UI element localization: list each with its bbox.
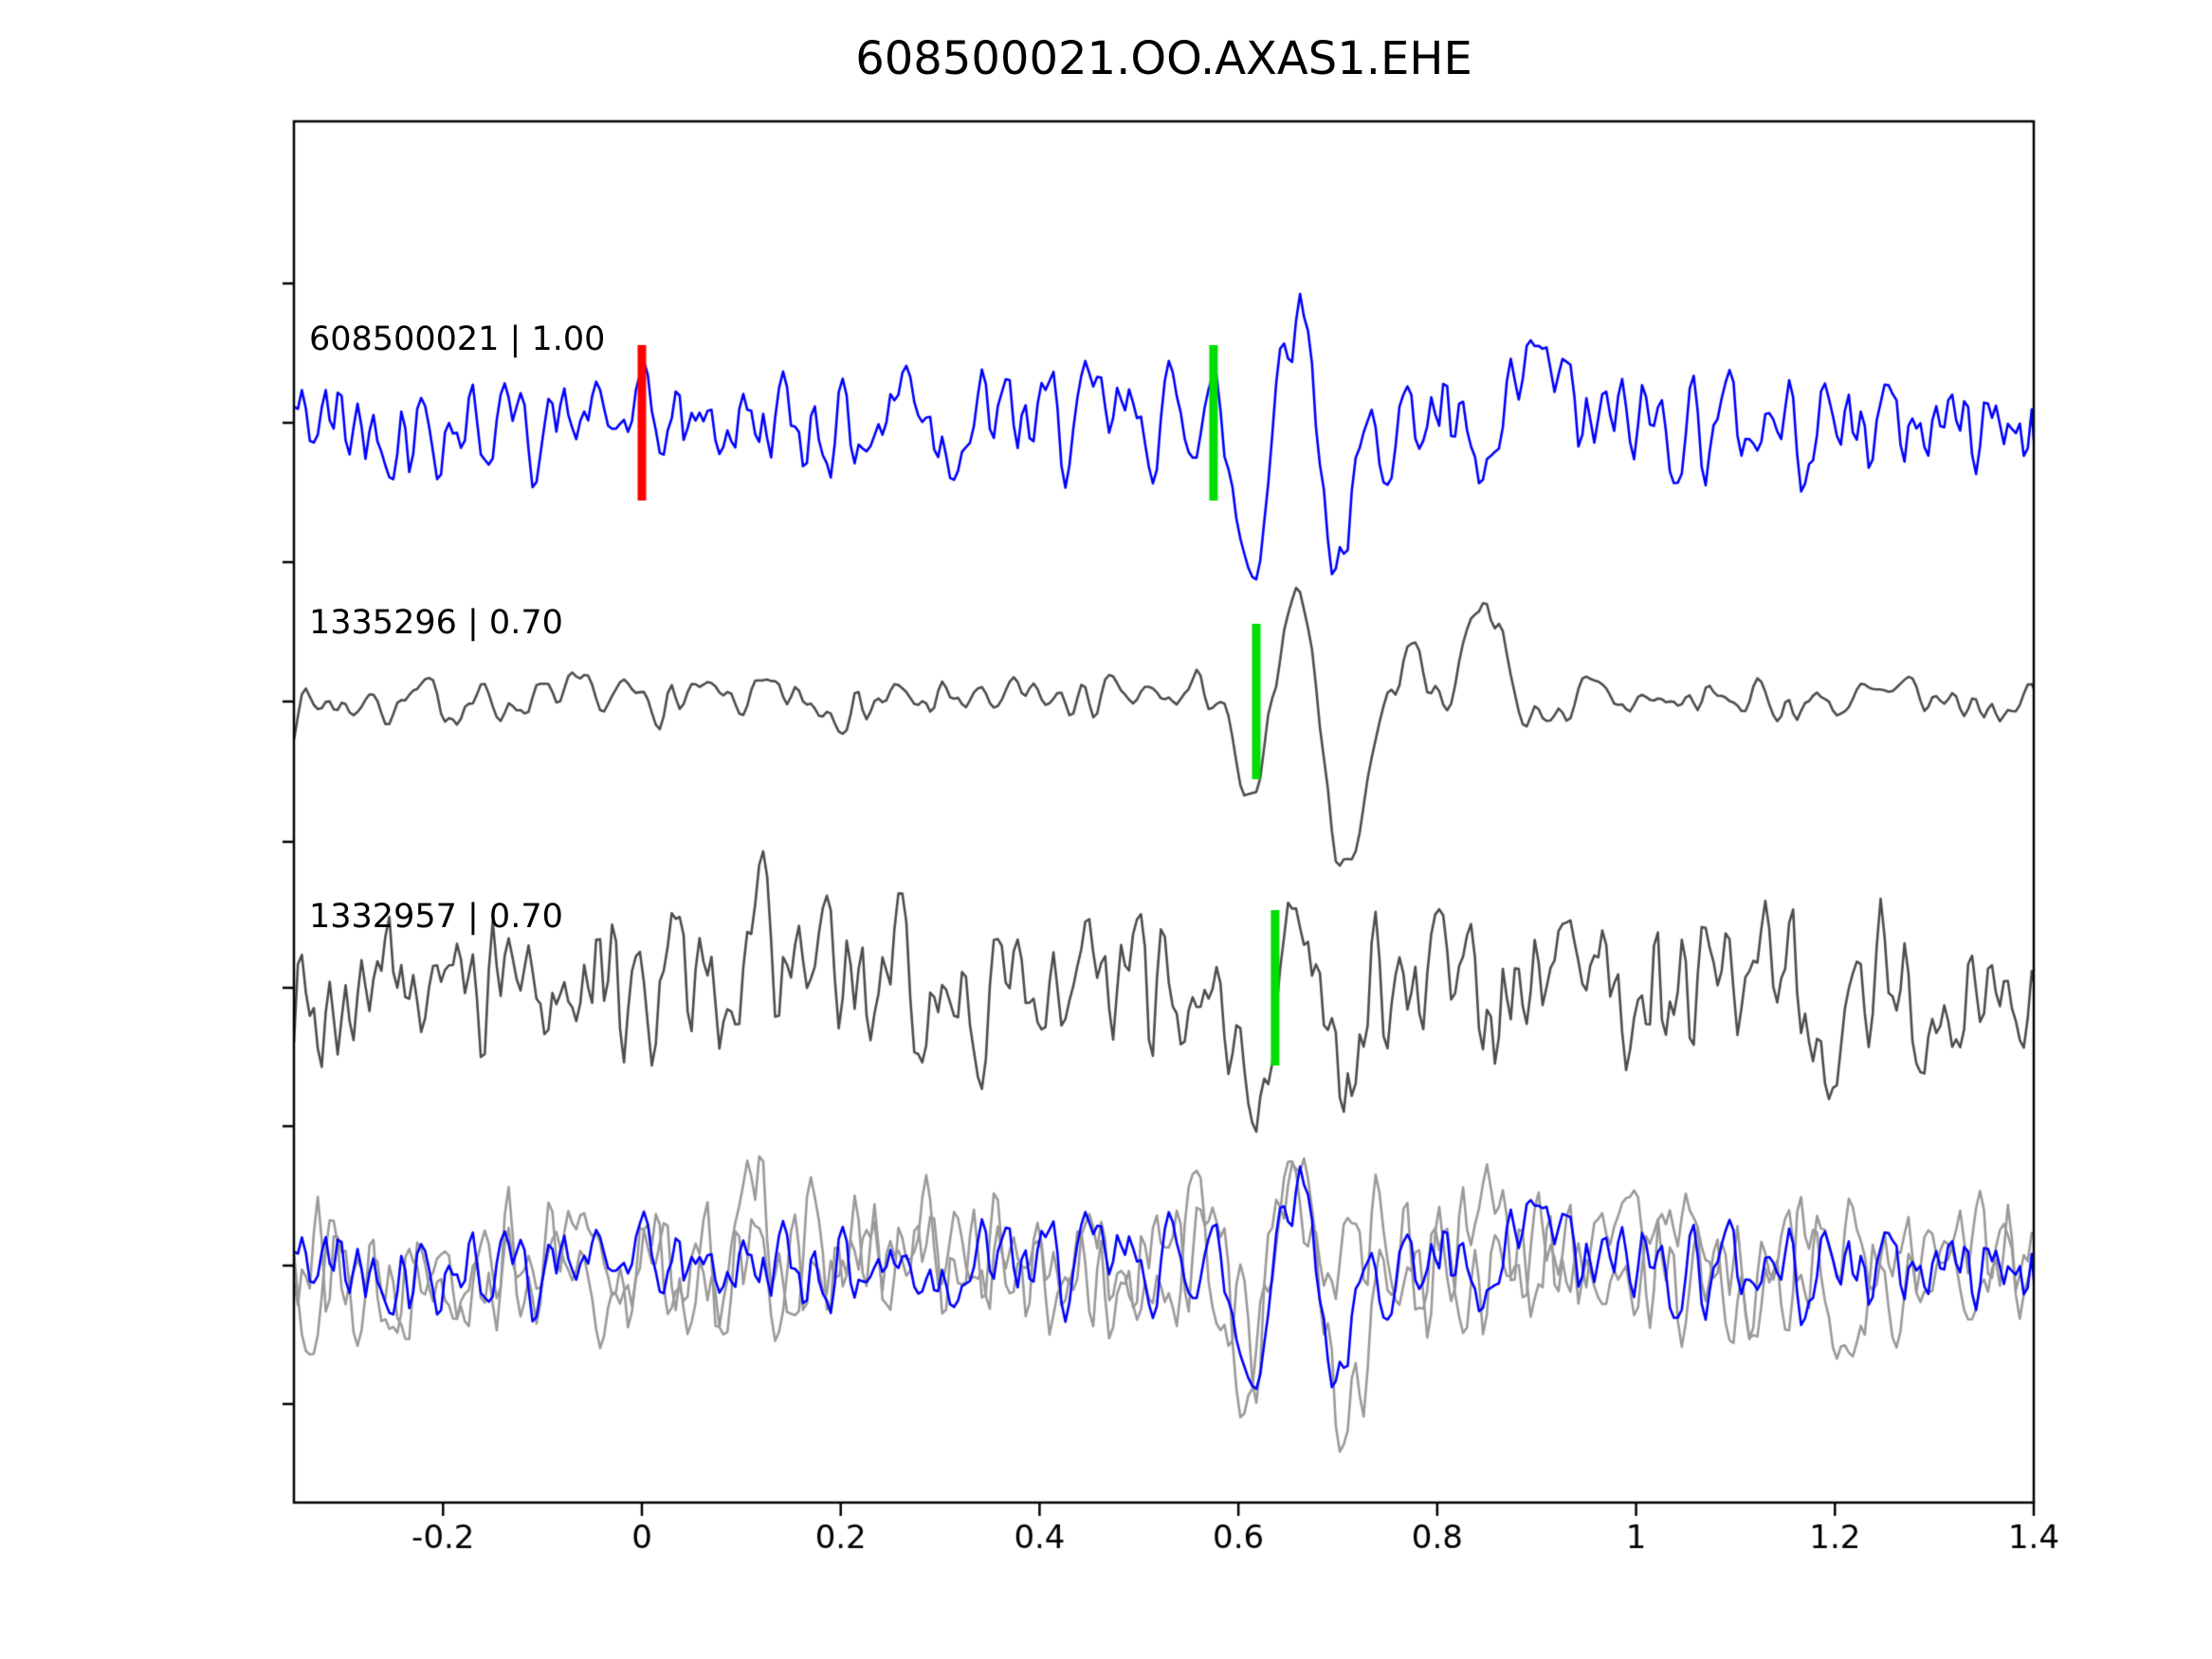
chart-title: 608500021.OO.AXAS1.EHE — [855, 32, 1472, 85]
trace-label-template: 608500021 | 1.00 — [309, 320, 606, 358]
trace-label-detection-2: 1332957 | 0.70 — [309, 898, 563, 936]
trace-label-detection-1: 1335296 | 0.70 — [309, 604, 563, 642]
